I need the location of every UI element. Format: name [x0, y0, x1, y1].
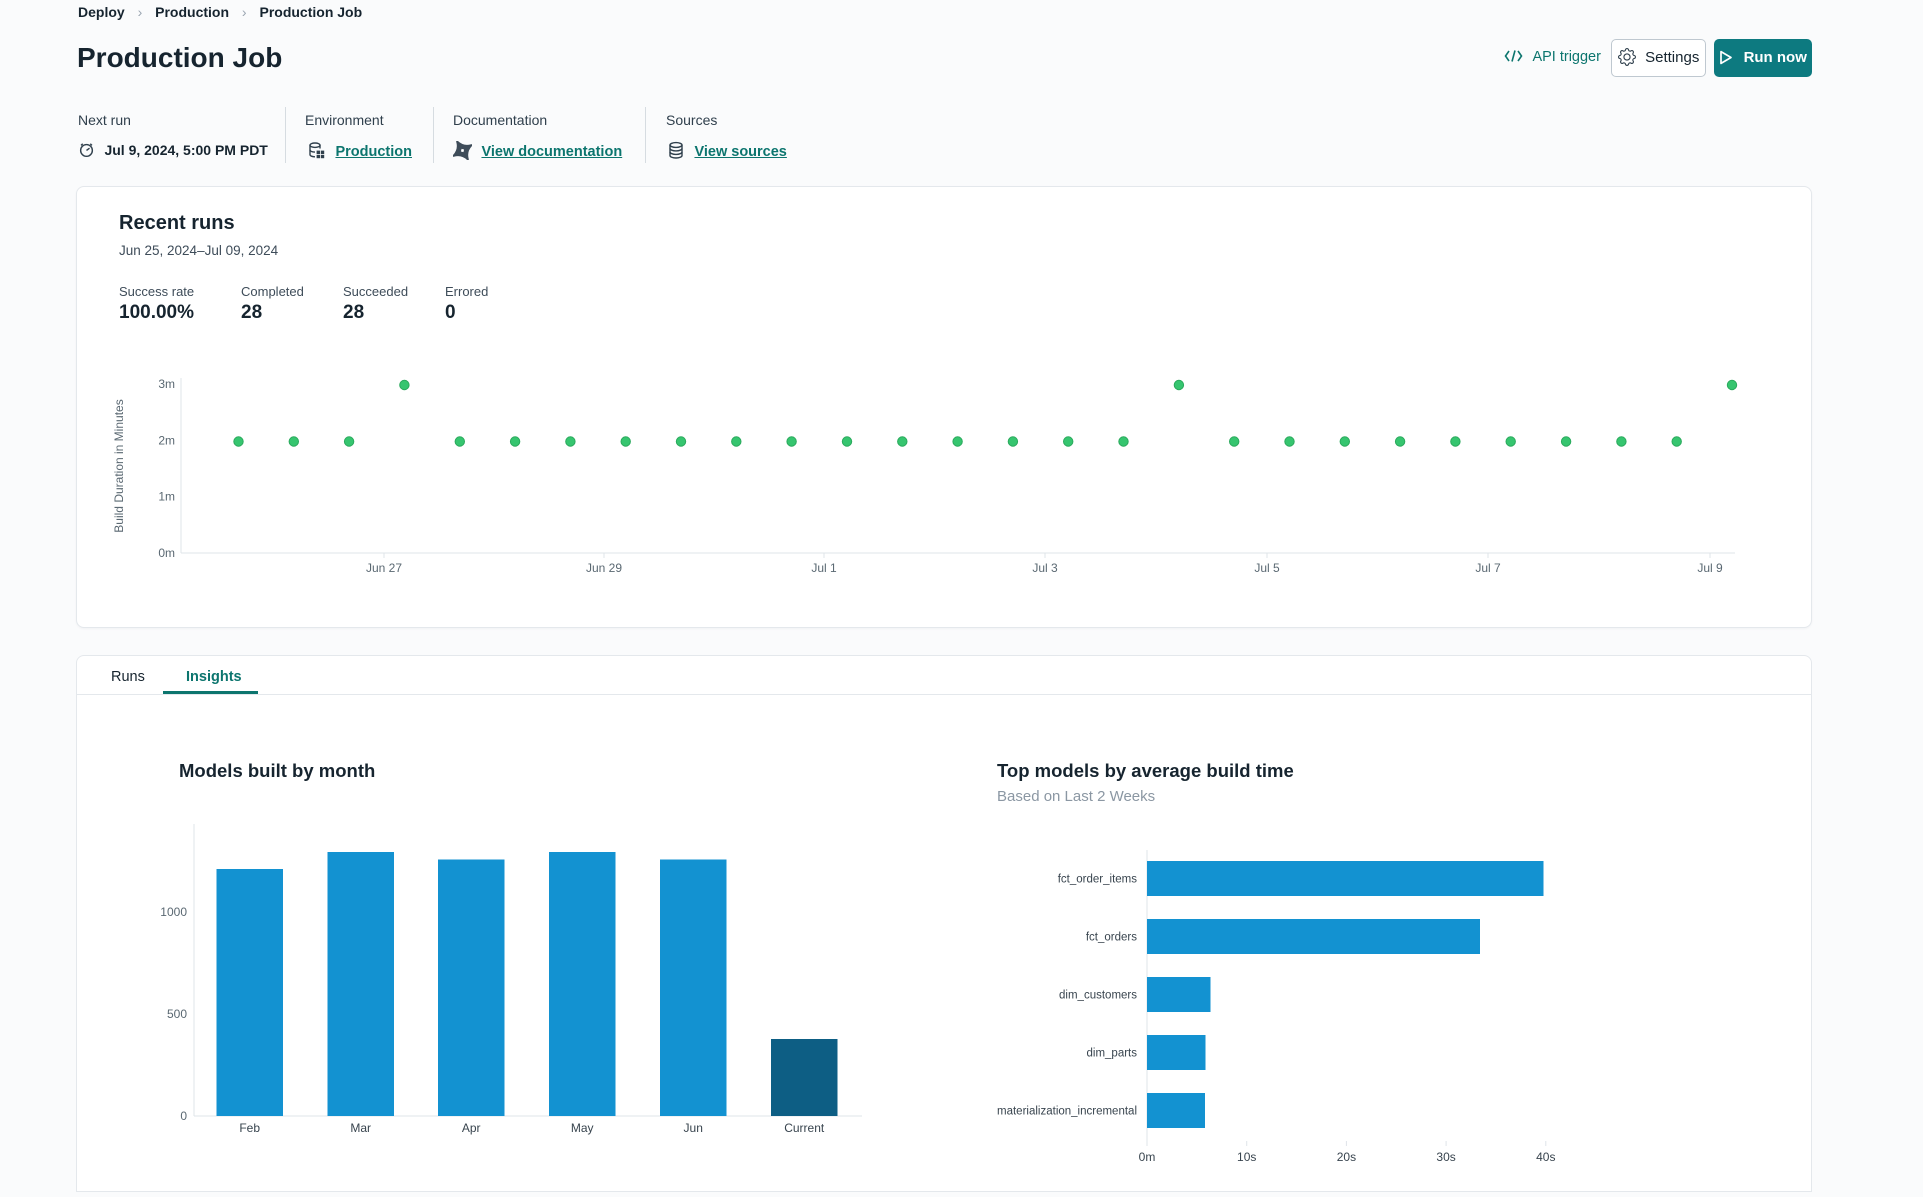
- svg-text:Jun: Jun: [684, 1121, 703, 1135]
- svg-text:dim_parts: dim_parts: [1087, 1048, 1138, 1060]
- svg-text:Jul 9: Jul 9: [1697, 561, 1723, 575]
- svg-text:fct_order_items: fct_order_items: [1058, 874, 1138, 886]
- svg-text:20s: 20s: [1337, 1150, 1356, 1164]
- svg-text:500: 500: [167, 1007, 187, 1021]
- svg-text:Apr: Apr: [462, 1121, 481, 1135]
- svg-text:Jul 7: Jul 7: [1475, 561, 1501, 575]
- svg-text:fct_orders: fct_orders: [1086, 932, 1137, 944]
- svg-text:0m: 0m: [1139, 1150, 1156, 1164]
- svg-text:40s: 40s: [1536, 1150, 1555, 1164]
- svg-text:Jun 27: Jun 27: [366, 561, 402, 575]
- svg-text:Current: Current: [784, 1121, 825, 1135]
- svg-text:10s: 10s: [1237, 1150, 1256, 1164]
- svg-text:Jun 29: Jun 29: [586, 561, 622, 575]
- svg-text:30s: 30s: [1436, 1150, 1455, 1164]
- svg-text:1m: 1m: [158, 490, 175, 504]
- svg-text:Feb: Feb: [239, 1121, 260, 1135]
- svg-text:Jul 5: Jul 5: [1254, 561, 1280, 575]
- svg-text:0m: 0m: [158, 546, 175, 560]
- svg-text:Jul 1: Jul 1: [811, 561, 837, 575]
- svg-text:1000: 1000: [160, 905, 187, 919]
- svg-text:2m: 2m: [158, 434, 175, 448]
- svg-text:Jul 3: Jul 3: [1032, 561, 1058, 575]
- svg-text:May: May: [571, 1121, 594, 1135]
- svg-text:Build Duration in Minutes: Build Duration in Minutes: [112, 399, 126, 532]
- svg-text:dim_customers: dim_customers: [1059, 990, 1137, 1002]
- svg-text:3m: 3m: [158, 377, 175, 391]
- svg-text:Mar: Mar: [350, 1121, 371, 1135]
- svg-text:materialization_incremental: materialization_incremental: [997, 1106, 1137, 1118]
- svg-text:0: 0: [180, 1109, 187, 1123]
